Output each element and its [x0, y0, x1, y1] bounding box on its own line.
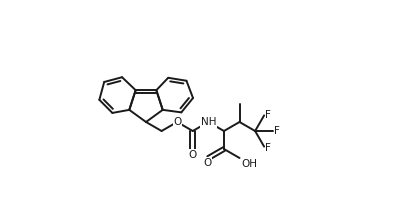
Text: NH: NH	[201, 117, 216, 127]
Text: F: F	[265, 110, 271, 120]
Text: O: O	[203, 158, 211, 168]
Text: F: F	[274, 126, 280, 136]
Text: O: O	[173, 117, 181, 127]
Text: O: O	[189, 150, 197, 160]
Text: OH: OH	[242, 159, 257, 169]
Text: F: F	[265, 143, 271, 153]
